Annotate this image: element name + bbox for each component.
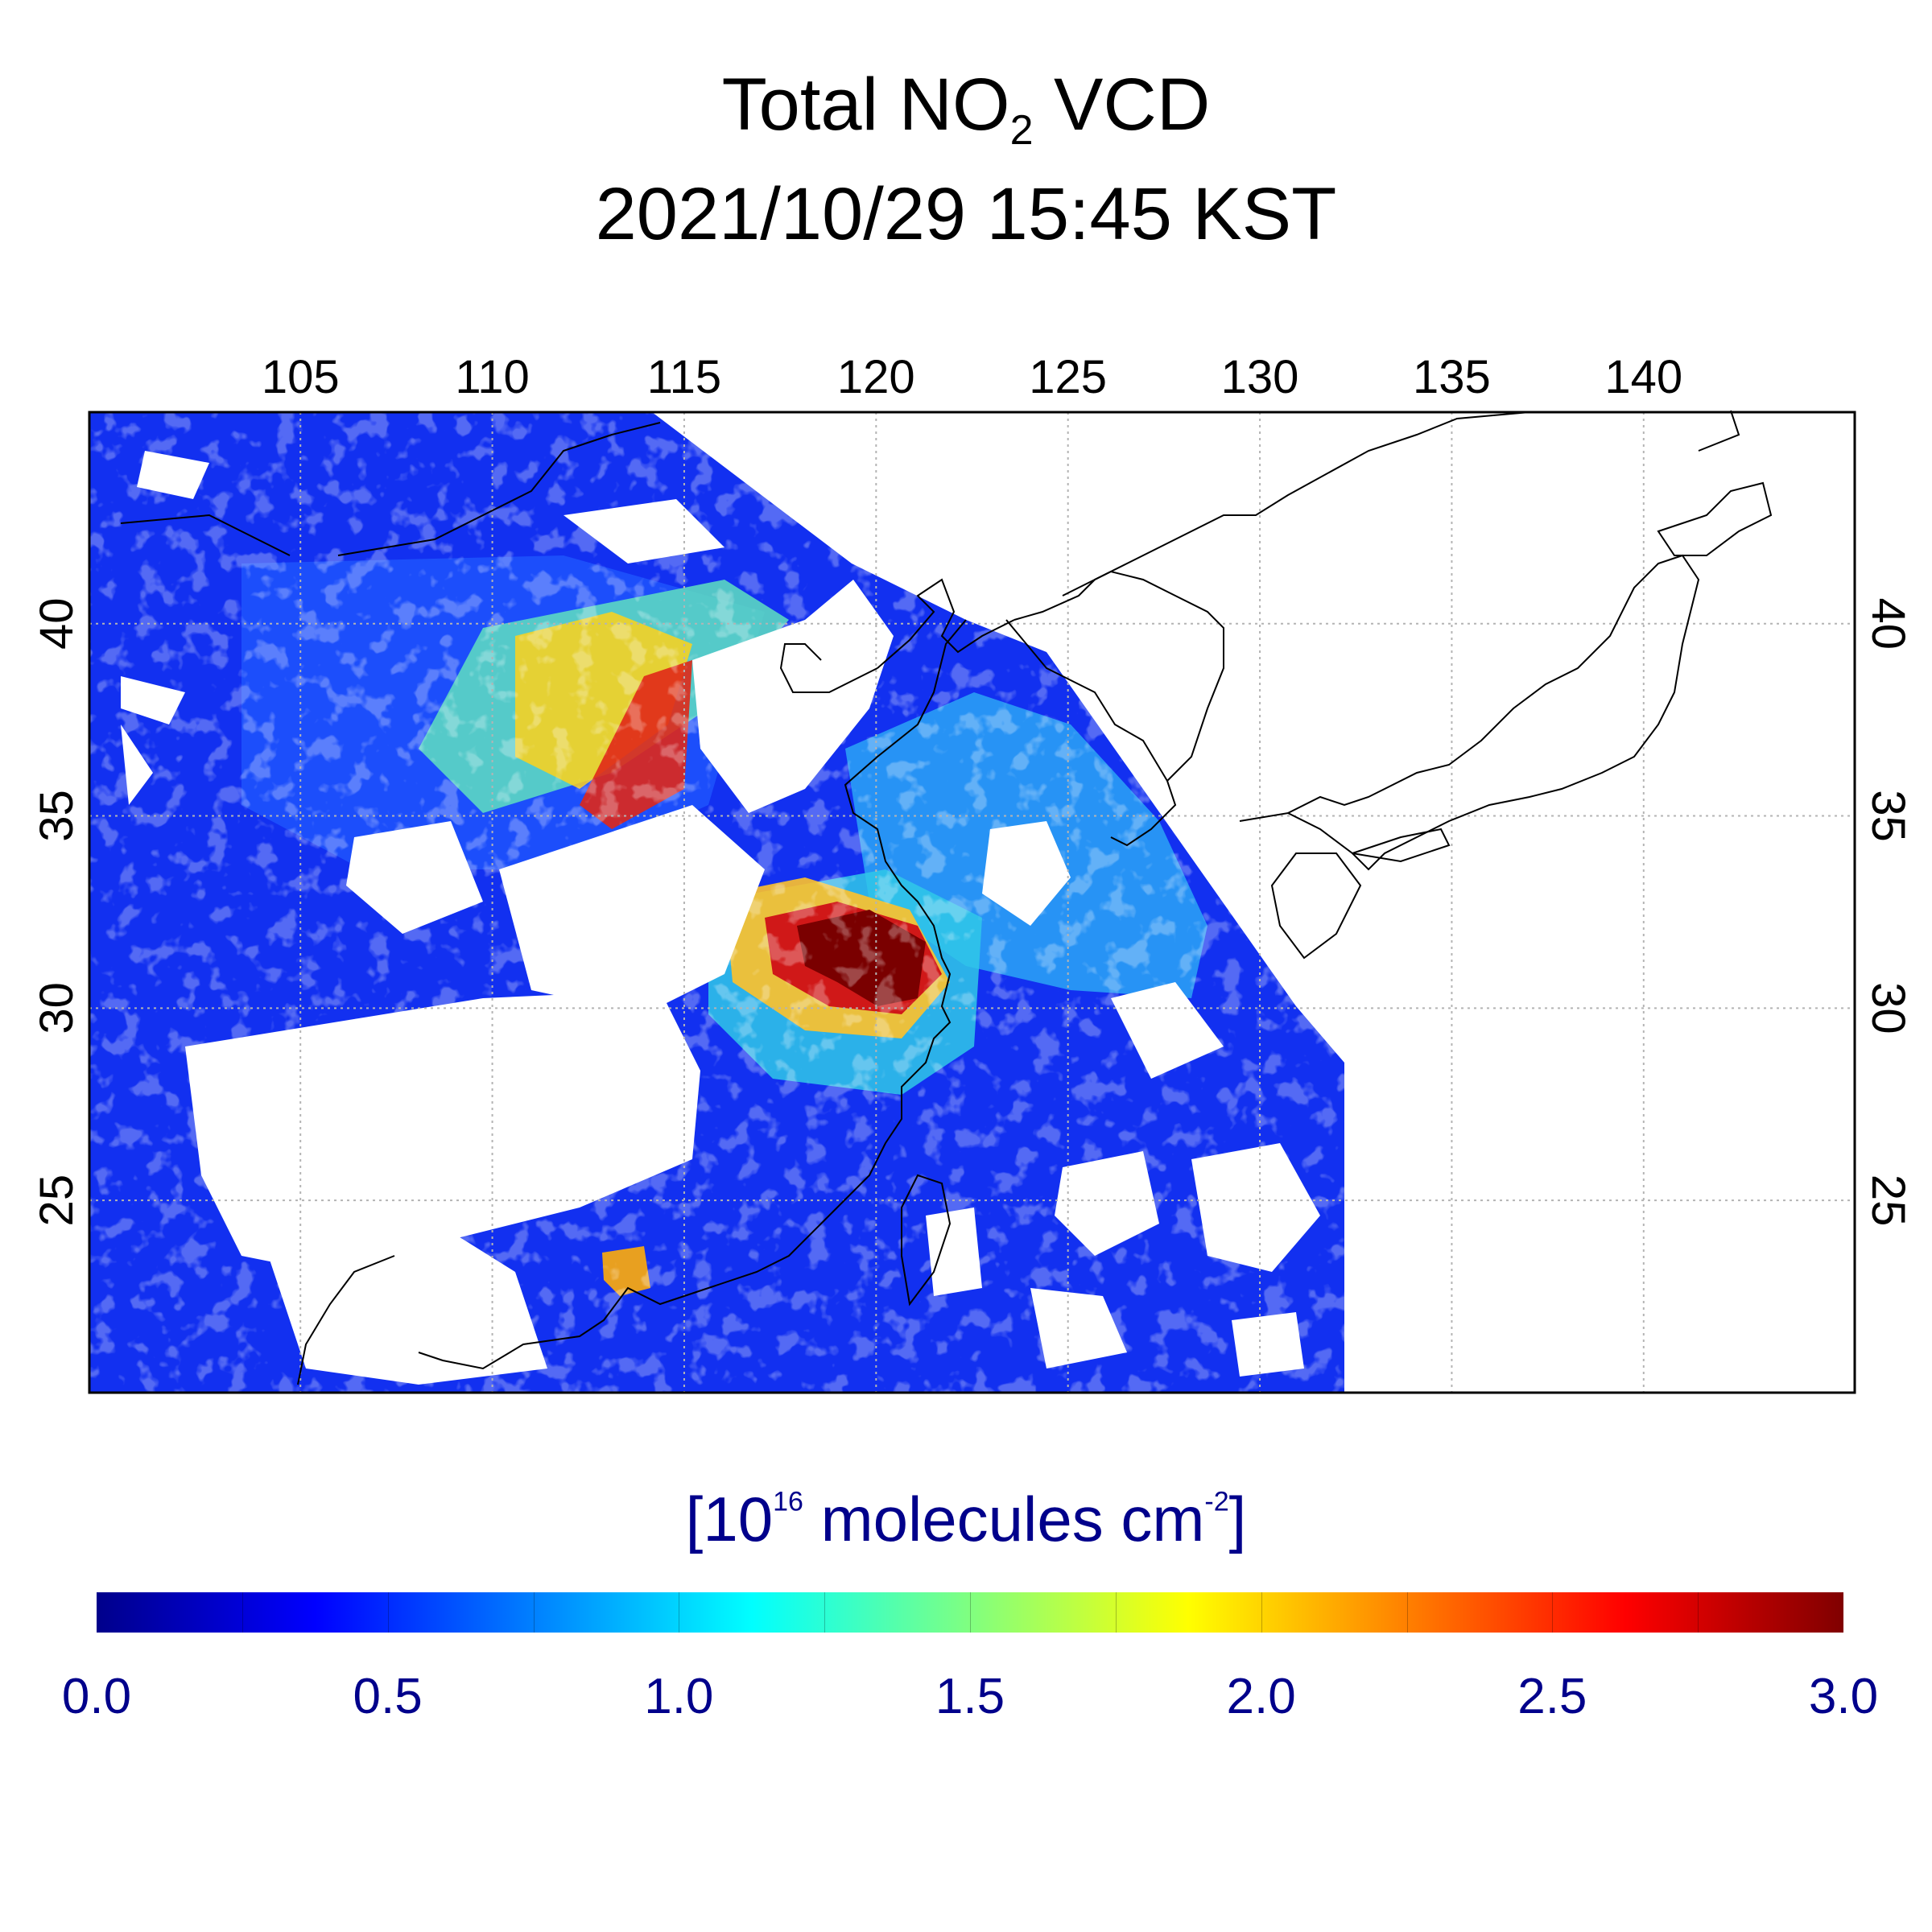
unit-exponent: 16 <box>773 1486 803 1517</box>
colorbar-tick-label: 3.0 <box>1808 1669 1879 1724</box>
lon-tick-label-top: 120 <box>837 351 915 403</box>
colorbar-tick-label: 1.0 <box>644 1669 714 1724</box>
lon-tick-label-bottom: 105 <box>262 1409 340 1417</box>
lon-tick-label-top: 110 <box>455 351 529 403</box>
lat-lon-grid <box>89 412 1855 1393</box>
colorbar-unit-label: [1016 molecules cm-2] <box>0 1483 1932 1556</box>
unit-exponent-2: -2 <box>1204 1486 1229 1517</box>
lon-tick-label-bottom: 115 <box>647 1409 721 1417</box>
coastlines <box>120 410 1773 1385</box>
lon-tick-label-bottom: 130 <box>1221 1409 1299 1417</box>
no2-map: 105 105 110 110 115 115 120 120 125 125 130 130 135 1… <box>31 351 1914 1417</box>
colorbar-divider <box>1698 1592 1699 1633</box>
colorbar-divider <box>970 1592 971 1633</box>
lon-tick-label-bottom: 110 <box>455 1409 529 1417</box>
lon-tick-label-bottom: 135 <box>1413 1409 1491 1417</box>
colorbar-tick-label: 0.0 <box>61 1669 132 1724</box>
map-frame <box>88 411 1856 1394</box>
lon-tick-label-top: 135 <box>1413 351 1491 403</box>
lat-tick-label-right: 25 <box>1862 1174 1914 1227</box>
colorbar-divider <box>1406 1592 1408 1633</box>
lon-tick-label-bottom: 120 <box>837 1409 915 1417</box>
data-layer <box>89 412 1855 1393</box>
colorbar-divider <box>1261 1592 1262 1633</box>
colorbar-divider <box>533 1592 535 1633</box>
unit-suffix: ] <box>1228 1484 1247 1554</box>
colorbar-tick-label: 1.5 <box>935 1669 1005 1724</box>
lon-tick-label-top: 125 <box>1029 351 1107 403</box>
colorbar-divider <box>1115 1592 1117 1633</box>
colorbar-tick-label: 0.5 <box>353 1669 423 1724</box>
lat-tick-label-right: 35 <box>1862 790 1914 842</box>
lat-tick-label-right: 40 <box>1862 597 1914 650</box>
lon-tick-label-top: 105 <box>262 351 340 403</box>
title-subscript: 2 <box>1009 107 1034 155</box>
colorbar-divider <box>242 1592 243 1633</box>
colorbar-tick-label: 2.0 <box>1226 1669 1296 1724</box>
title-line-2: 2021/10/29 15:45 KST <box>595 173 1337 256</box>
axis-tick-labels: 105 105 110 110 115 115 120 120 125 125 130 130 135 1… <box>31 351 1914 1417</box>
unit-middle: molecules cm <box>803 1484 1205 1554</box>
lat-tick-label-left: 40 <box>31 597 83 650</box>
lon-tick-label-bottom: 140 <box>1604 1409 1682 1417</box>
colorbar-divider <box>824 1592 826 1633</box>
colorbar-divider <box>1552 1592 1554 1633</box>
map-title: Total NO2 VCD 2021/10/29 15:45 KST <box>0 63 1932 256</box>
lon-tick-label-bottom: 125 <box>1029 1409 1107 1417</box>
title-line-1: Total NO2 VCD <box>0 63 1932 172</box>
lon-tick-label-top: 140 <box>1604 351 1682 403</box>
lon-tick-label-top: 115 <box>647 351 721 403</box>
colorbar <box>97 1592 1843 1633</box>
colorbar-divider <box>387 1592 389 1633</box>
title-suffix: VCD <box>1033 64 1211 146</box>
lon-tick-label-top: 130 <box>1221 351 1299 403</box>
title-prefix: Total NO <box>721 64 1010 146</box>
unit-prefix: [10 <box>685 1484 774 1554</box>
pixel-noise <box>89 412 1345 1393</box>
lat-tick-label-right: 30 <box>1862 982 1914 1034</box>
lat-tick-label-left: 30 <box>31 982 83 1034</box>
lat-tick-label-left: 25 <box>31 1174 83 1227</box>
lat-tick-label-left: 35 <box>31 790 83 842</box>
colorbar-tick-label: 2.5 <box>1517 1669 1587 1724</box>
